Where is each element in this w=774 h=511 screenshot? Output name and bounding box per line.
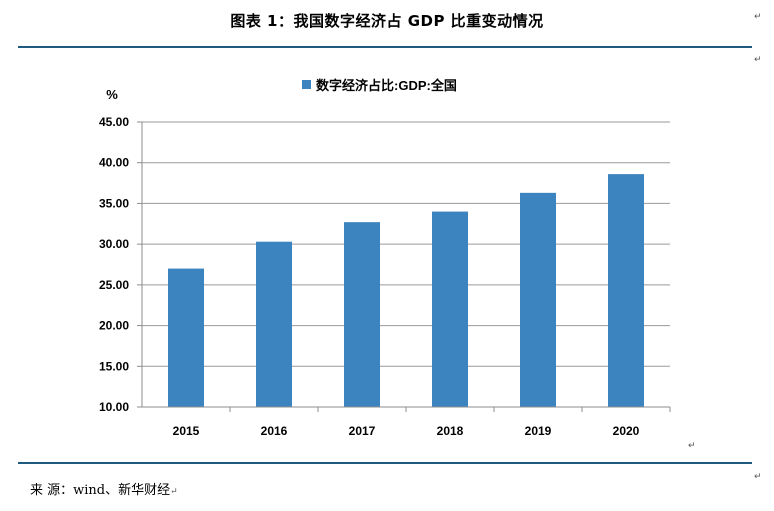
bar [432, 211, 468, 407]
y-tick-label: 10.00 [99, 400, 129, 414]
y-tick-label: 20.00 [99, 319, 129, 333]
paragraph-mark: ↵ [688, 441, 696, 451]
paragraph-mark: ↵ [754, 472, 762, 482]
x-tick-label: 2020 [613, 424, 640, 438]
y-tick-label: 45.00 [99, 115, 129, 129]
bottom-rule [18, 462, 752, 464]
figure-title: 图表 1：我国数字经济占 GDP 比重变动情况 [230, 12, 544, 30]
bars [168, 174, 644, 407]
tick-labels: 10.00 15.00 20.00 25.00 30.00 35.00 40.00 45.00… [99, 87, 640, 438]
y-tick-label: 25.00 [99, 278, 129, 292]
x-tick-label: 2017 [349, 424, 376, 438]
paragraph-mark: ↵ [170, 487, 178, 497]
legend-swatch [302, 80, 311, 89]
bar [608, 174, 644, 407]
bar [256, 241, 292, 407]
x-tick-label: 2018 [437, 424, 464, 438]
gridlines [142, 121, 670, 367]
legend-label: 数字经济占比:GDP:全国 [316, 78, 457, 93]
paragraph-mark: ↵ [754, 12, 762, 22]
top-rule [18, 46, 752, 48]
y-tick-label: 15.00 [99, 359, 129, 373]
bar [520, 192, 556, 407]
legend: 数字经济占比:GDP:全国 [302, 78, 457, 93]
y-tick-label: 40.00 [99, 156, 129, 170]
bar [344, 222, 380, 407]
axes [137, 121, 671, 412]
y-tick-label: 35.00 [99, 196, 129, 210]
x-tick-label: 2016 [261, 424, 288, 438]
y-tick-label: 30.00 [99, 237, 129, 251]
source-note: 来 源：wind、新华财经↵ [30, 479, 178, 498]
paragraph-mark: ↵ [754, 55, 762, 65]
x-tick-label: 2015 [173, 424, 200, 438]
source-text: 来 源：wind、新华财经 [30, 483, 171, 498]
bar [168, 268, 204, 407]
x-tick-label: 2019 [525, 424, 552, 438]
y-axis-label: % [106, 87, 118, 102]
